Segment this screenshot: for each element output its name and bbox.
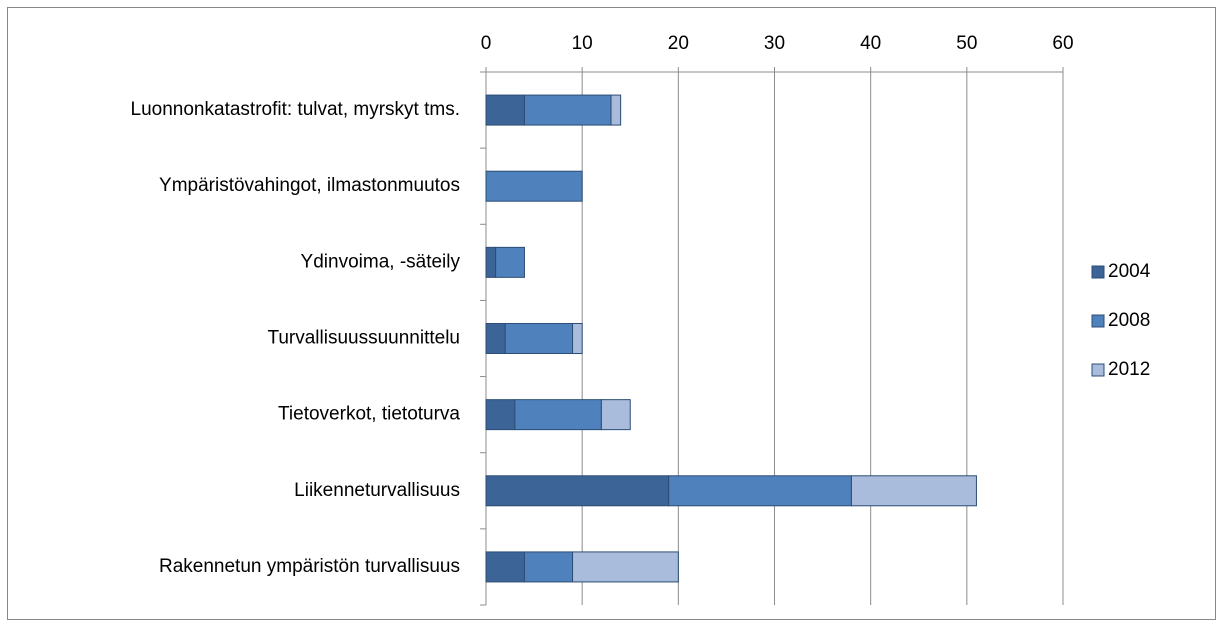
y-tick-label: Ydinvoima, -säteily (301, 251, 461, 272)
x-tick-label: 50 (956, 33, 977, 54)
legend-swatch (1091, 363, 1105, 377)
bar-segment (485, 399, 516, 431)
bar-segment (523, 551, 574, 583)
y-tick-label: Rakennetun ympäristön turvallisuus (159, 556, 460, 577)
bar-segment (504, 323, 574, 354)
bar-segment (572, 551, 679, 583)
x-tick-label: 10 (572, 33, 593, 54)
x-tick-label: 0 (481, 33, 492, 54)
legend-label: 2008 (1108, 310, 1150, 331)
y-tick-label: Tietoverkot, tietoturva (278, 404, 460, 425)
bar-segment (485, 323, 506, 354)
x-tick-label: 40 (860, 33, 881, 54)
y-tick-label: Ympäristövahingot, ilmastonmuutos (159, 175, 460, 196)
x-tick-label: 30 (764, 33, 785, 54)
bar-segment (600, 399, 631, 431)
x-tick-label: 60 (1052, 33, 1073, 54)
x-tick-label: 20 (668, 33, 689, 54)
legend-label: 2012 (1108, 359, 1150, 380)
bar-segment (514, 399, 602, 431)
bar-segment (485, 246, 497, 278)
bar-segment (610, 94, 622, 126)
bar-segment (572, 323, 583, 354)
legend-label: 2004 (1108, 261, 1151, 282)
y-tick-label: Luonnonkatastrofit: tulvat, myrskyt tms. (131, 99, 460, 120)
legend-swatch (1091, 265, 1105, 279)
bar-segment (485, 170, 583, 202)
bar-segment (523, 94, 612, 126)
bar-segment (668, 475, 852, 507)
legend-swatch (1091, 314, 1105, 328)
bar-segment (485, 94, 525, 126)
y-tick-label: Turvallisuussuunnittelu (267, 328, 460, 349)
bar-segment (495, 246, 525, 278)
bar-segment (850, 475, 977, 507)
bar-segment (485, 475, 670, 507)
bar-segment (485, 551, 525, 583)
y-tick-label: Liikenneturvallisuus (294, 480, 460, 501)
